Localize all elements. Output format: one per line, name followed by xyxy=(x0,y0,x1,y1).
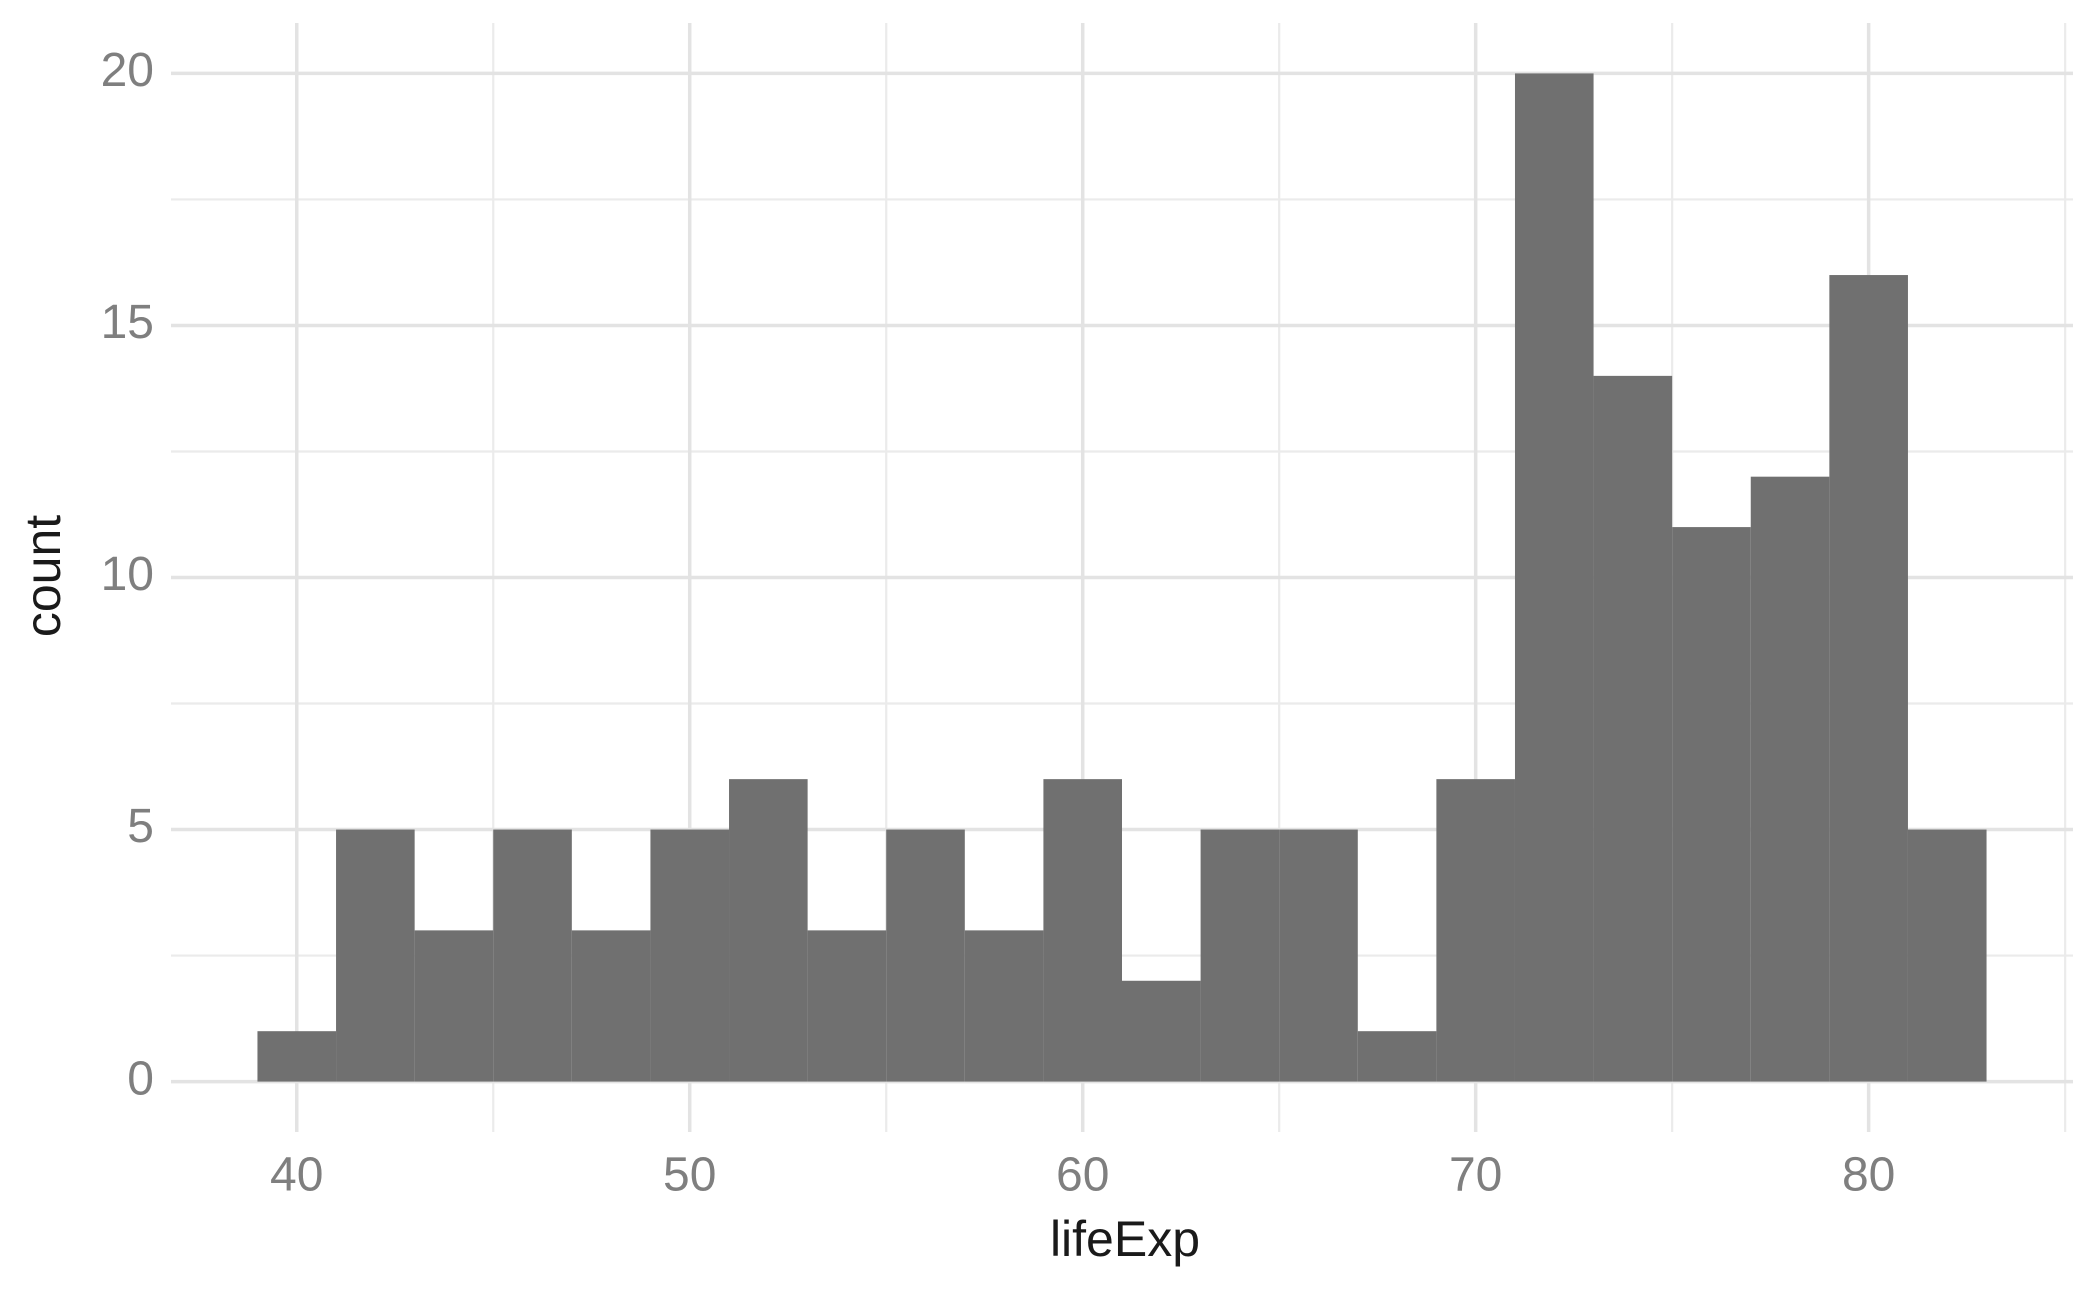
bar xyxy=(1200,829,1280,1082)
bar xyxy=(571,930,651,1082)
bar xyxy=(1357,1031,1437,1082)
bars xyxy=(257,73,1987,1082)
bar xyxy=(414,930,494,1082)
y-tick-label: 0 xyxy=(127,1052,154,1105)
y-axis-title: count xyxy=(15,515,71,637)
bar xyxy=(1593,375,1673,1082)
x-tick-label: 60 xyxy=(1056,1149,1109,1202)
bar xyxy=(1672,527,1751,1082)
bar xyxy=(964,930,1044,1082)
x-tick-label: 80 xyxy=(1842,1149,1895,1202)
y-tick-label: 15 xyxy=(101,296,154,349)
bar xyxy=(807,930,887,1082)
bar xyxy=(1436,779,1515,1082)
bar xyxy=(336,829,415,1082)
y-tick-label: 10 xyxy=(101,548,154,601)
bar xyxy=(729,779,808,1082)
bar xyxy=(650,829,730,1082)
x-tick-label: 50 xyxy=(663,1149,716,1202)
bar xyxy=(257,1031,337,1082)
bar xyxy=(1829,275,1908,1082)
x-tick-label: 40 xyxy=(270,1149,323,1202)
bar xyxy=(1122,980,1201,1082)
bar xyxy=(493,829,572,1082)
bar xyxy=(886,829,965,1082)
bar xyxy=(1750,476,1830,1082)
bar xyxy=(1907,829,1987,1082)
x-axis-title: lifeExp xyxy=(1050,1211,1200,1267)
bar xyxy=(1043,779,1122,1082)
x-tick-label: 70 xyxy=(1449,1149,1502,1202)
bar xyxy=(1514,73,1594,1082)
y-tick-label: 5 xyxy=(127,800,154,853)
labels: lifeExp count 40 50 60 70 80 0 5 10 15 20 xyxy=(15,44,1895,1267)
y-tick-label: 20 xyxy=(101,44,154,97)
bar xyxy=(1279,829,1358,1082)
